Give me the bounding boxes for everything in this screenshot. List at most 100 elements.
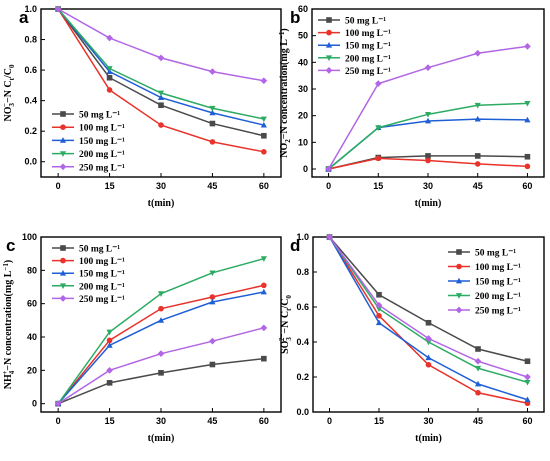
- data-point-100: [106, 87, 113, 93]
- y-tick-label: 0.8: [296, 267, 309, 277]
- x-tick-label: 15: [374, 416, 384, 426]
- legend-marker: [456, 263, 462, 270]
- legend-marker: [326, 29, 332, 36]
- panel-c: c 0 15 30 45 60 0 20 40 60 80 100 t(min) NH4+−N conce…: [1, 232, 282, 444]
- data-point-100: [261, 149, 267, 155]
- data-point-150: [157, 317, 165, 323]
- panel-letter: d: [290, 236, 300, 255]
- legend-marker: [59, 269, 67, 276]
- data-point-250: [106, 34, 113, 42]
- plot-frame: [312, 236, 545, 413]
- x-tick-label: 45: [473, 181, 483, 191]
- data-point-150: [260, 121, 267, 128]
- y-tick-label: 40: [298, 57, 308, 67]
- panel-letter: c: [6, 236, 15, 255]
- y-tick-label: 60: [27, 299, 37, 309]
- data-point-200: [260, 116, 267, 123]
- data-point-150: [157, 94, 165, 100]
- data-point-50: [106, 74, 113, 81]
- data-point-250: [209, 337, 216, 345]
- x-tick-label: 60: [259, 416, 269, 426]
- data-point-50: [261, 355, 267, 362]
- legend-label: 250 mg L⁻¹: [79, 163, 125, 173]
- data-point-250: [106, 366, 113, 374]
- data-point-150: [209, 109, 216, 116]
- x-tick-label: 0: [56, 416, 61, 426]
- data-point-250: [326, 233, 333, 241]
- data-point-100: [474, 161, 481, 167]
- legend-label: 250 mg L⁻¹: [475, 307, 521, 317]
- panel-d: d 0 15 30 45 60 0.0 0.2 0.4 0.6 0.8 1.0 t(min) SO32−−…: [278, 232, 545, 444]
- y-tick-label: 20: [27, 365, 37, 375]
- x-tick-label: 60: [522, 181, 532, 191]
- data-point-50: [524, 153, 531, 160]
- legend-label: 50 mg L⁻¹: [79, 111, 120, 121]
- x-tick-label: 0: [326, 181, 331, 191]
- legend-label: 100 mg L⁻¹: [345, 29, 391, 39]
- legend-label: 150 mg L⁻¹: [345, 42, 391, 52]
- legend-label: 100 mg L⁻¹: [79, 257, 125, 267]
- y-tick-label: 0.2: [296, 372, 309, 382]
- y-tick-label: 60: [298, 4, 308, 14]
- x-tick-label: 45: [473, 416, 483, 426]
- data-point-250: [260, 324, 268, 332]
- data-point-250: [424, 64, 432, 72]
- data-point-50: [261, 132, 267, 139]
- data-point-250: [425, 335, 432, 342]
- data-point-200: [474, 365, 482, 372]
- data-point-250: [209, 68, 216, 75]
- x-tick-label: 45: [207, 181, 217, 191]
- legend-label: 250 mg L⁻¹: [345, 67, 391, 77]
- legend-marker: [59, 163, 67, 171]
- legend-marker: [59, 295, 67, 302]
- y-tick-label: 0.2: [24, 126, 37, 136]
- data-point-50: [474, 153, 481, 159]
- legend-marker: [59, 137, 67, 143]
- legend-marker: [60, 245, 66, 251]
- data-point-250: [157, 54, 165, 62]
- data-point-150: [260, 288, 267, 295]
- legend: 50 mg L⁻¹ 100 mg L⁻¹ 150 mg L⁻¹ 200 mg L⁻¹ 2…: [448, 249, 521, 317]
- data-point-250: [375, 301, 383, 309]
- x-tick-label: 15: [105, 181, 115, 191]
- y-tick-label: 20: [298, 111, 308, 121]
- series-line-200: [57, 257, 265, 405]
- legend-label: 100 mg L⁻¹: [475, 263, 521, 273]
- data-point-200: [157, 90, 165, 97]
- data-point-50: [209, 361, 216, 368]
- data-point-150: [524, 116, 531, 123]
- data-point-250: [325, 165, 332, 173]
- legend-marker: [325, 67, 333, 74]
- data-point-250: [157, 350, 165, 358]
- y-tick-label: 80: [27, 265, 37, 275]
- legend-label: 50 mg L⁻¹: [475, 249, 516, 259]
- x-tick-label: 0: [327, 416, 332, 426]
- data-point-150: [425, 354, 432, 361]
- legend-label: 200 mg L⁻¹: [475, 292, 521, 302]
- y-tick-label: 0.8: [24, 35, 37, 45]
- data-point-100: [261, 282, 267, 289]
- data-point-100: [376, 312, 382, 319]
- legend-marker: [60, 111, 66, 117]
- plot-frame: [40, 8, 282, 178]
- y-axis-title: NO2−−N concentration(mg L−1): [277, 28, 292, 157]
- data-point-200: [106, 66, 113, 72]
- y-tick-label: 0.0: [296, 407, 309, 417]
- legend-label: 150 mg L⁻¹: [79, 270, 125, 280]
- panel-letter: b: [290, 8, 300, 27]
- legend-marker: [325, 41, 333, 48]
- panel-a: a 0 15 30 45 60 0.0 0.2 0.4 0.6 0.8 1.0 t(min) NO3−−N…: [1, 4, 282, 209]
- y-tick-label: 0.6: [24, 65, 37, 75]
- data-point-250: [54, 400, 62, 408]
- legend-marker: [59, 151, 67, 157]
- data-point-100: [524, 163, 531, 170]
- x-tick-label: 30: [156, 416, 166, 426]
- y-axis-title: SO32−−N Ct/C0: [278, 295, 293, 354]
- x-tick-label: 15: [105, 416, 115, 426]
- data-point-100: [375, 155, 382, 162]
- legend-marker: [60, 257, 66, 264]
- y-tick-label: 0: [303, 164, 308, 174]
- legend-label: 200 mg L⁻¹: [345, 54, 391, 64]
- x-tick-label: 30: [423, 416, 433, 426]
